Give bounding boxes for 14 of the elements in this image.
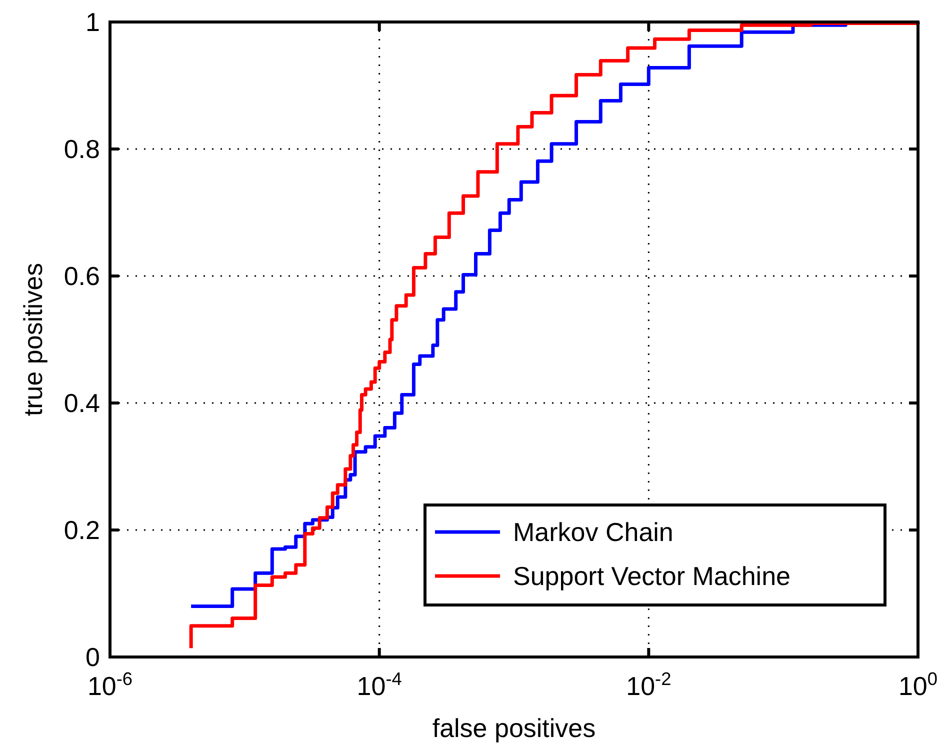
legend-label: Markov Chain <box>513 517 674 547</box>
y-tick-label: 0 <box>86 642 100 672</box>
legend-label: Support Vector Machine <box>513 561 790 591</box>
x-tick-label: 10$^{-4}$ <box>356 669 402 701</box>
x-tick-label: 10$^{-6}$ <box>87 669 133 701</box>
y-tick-label: 1 <box>86 7 100 37</box>
y-tick-label: 0.2 <box>64 515 100 545</box>
x-tick-label: 10$^{0}$ <box>898 669 938 701</box>
y-axis-title: true positives <box>18 262 48 416</box>
y-tick-label: 0.8 <box>64 134 100 164</box>
x-axis-title: false positives <box>432 713 596 743</box>
y-tick-label: 0.4 <box>64 388 100 418</box>
y-tick-label: 0.6 <box>64 261 100 291</box>
x-tick-label: 10$^{-2}$ <box>626 669 672 701</box>
